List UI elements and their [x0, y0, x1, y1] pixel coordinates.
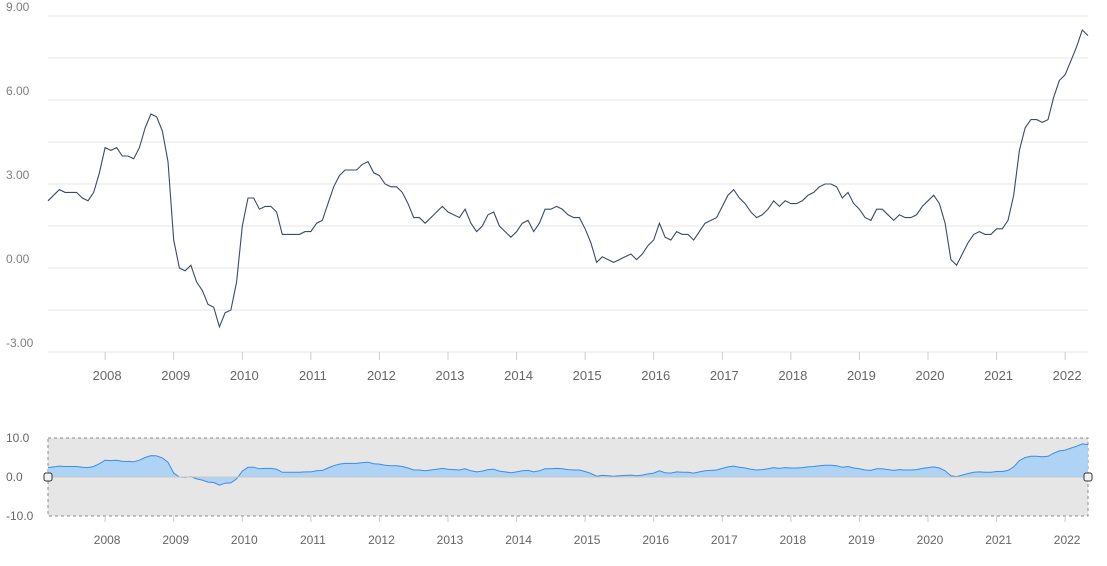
navigator-x-tick-label: 2021: [985, 533, 1012, 547]
navigator-y-tick-label: 0.0: [6, 470, 23, 484]
navigator-x-tick-label: 2015: [574, 533, 601, 547]
navigator-x-tick-label: 2012: [368, 533, 395, 547]
navigator-x-tick-label: 2008: [94, 533, 121, 547]
navigator-x-tick-label: 2014: [505, 533, 532, 547]
navigator[interactable]: -10.0 0.0 10.0 2008 2009 2010 2011 2012 2013 201…: [6, 431, 1093, 547]
main-y-tick-labels: -3.00 0.00 3.00 6.00 9.00: [6, 0, 34, 350]
main-x-tick-labels: 2008 2009 2010 2011 2012 2013 2014 2015 2016 2017…: [93, 352, 1082, 383]
navigator-handles[interactable]: [43, 472, 1093, 482]
x-tick-label: 2013: [436, 368, 465, 383]
y-tick-label: 6.00: [6, 84, 30, 98]
x-tick-label: 2016: [641, 368, 670, 383]
navigator-y-tick-labels: -10.0 0.0 10.0: [6, 431, 34, 523]
series-line[interactable]: [47, 28, 1089, 329]
navigator-x-tick-labels: 2008 2009 2010 2011 2012 2013 2014 2015 2016 2017…: [94, 516, 1081, 547]
x-tick-label: 2014: [504, 368, 533, 383]
y-tick-label: -3.00: [6, 336, 34, 350]
main-grid: [48, 15, 1088, 353]
navigator-x-tick-label: 2013: [437, 533, 464, 547]
navigator-y-tick-label: -10.0: [6, 509, 34, 523]
x-tick-label: 2020: [916, 368, 945, 383]
x-tick-label: 2009: [161, 368, 190, 383]
x-tick-label: 2015: [573, 368, 602, 383]
x-tick-label: 2008: [93, 368, 122, 383]
y-tick-label: 9.00: [6, 0, 30, 14]
navigator-left-handle[interactable]: [43, 472, 53, 482]
navigator-x-tick-label: 2020: [917, 533, 944, 547]
navigator-line: [47, 443, 1089, 486]
x-tick-label: 2018: [778, 368, 807, 383]
navigator-area: [48, 443, 1088, 486]
navigator-x-tick-label: 2017: [711, 533, 738, 547]
x-tick-label: 2017: [710, 368, 739, 383]
x-tick-label: 2012: [367, 368, 396, 383]
navigator-x-tick-label: 2009: [162, 533, 189, 547]
x-tick-label: 2019: [847, 368, 876, 383]
x-tick-label: 2010: [230, 368, 259, 383]
navigator-x-tick-label: 2019: [848, 533, 875, 547]
x-tick-label: 2021: [984, 368, 1013, 383]
navigator-x-tick-label: 2011: [300, 533, 326, 547]
navigator-x-tick-label: 2016: [642, 533, 669, 547]
navigator-x-tick-label: 2010: [231, 533, 258, 547]
navigator-right-handle[interactable]: [1083, 472, 1093, 482]
navigator-x-tick-label: 2018: [780, 533, 807, 547]
y-tick-label: 0.00: [6, 252, 30, 266]
navigator-y-tick-label: 10.0: [6, 431, 30, 445]
x-tick-label: 2022: [1053, 368, 1082, 383]
x-tick-label: 2011: [299, 368, 327, 383]
navigator-x-tick-label: 2022: [1054, 533, 1081, 547]
y-tick-label: 3.00: [6, 168, 30, 182]
